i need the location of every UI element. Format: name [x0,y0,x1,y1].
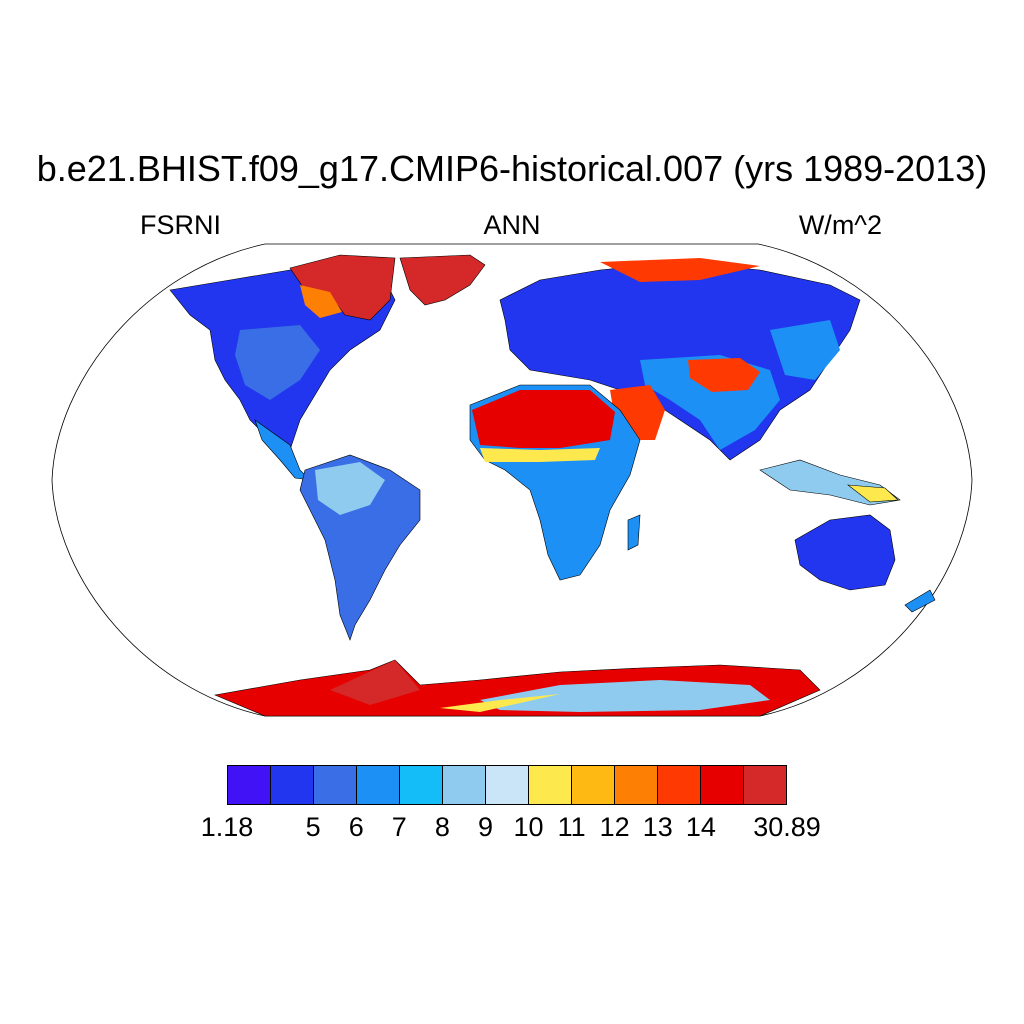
season-label: ANN [483,210,541,240]
colorbar-swatch [700,765,743,805]
siberia-north [600,258,760,282]
colorbar-swatch [356,765,399,805]
colorbar-swatch [528,765,571,805]
colorbar-label: 5 [305,812,321,842]
colorbar-label: 6 [348,812,364,842]
colorbar-swatch [657,765,700,805]
colorbar-swatch [313,765,356,805]
colorbar-label: 11 [557,812,586,842]
antarctica-peninsula [330,660,420,705]
colorbar-label: 9 [477,812,493,842]
colorbar [227,765,787,805]
colorbar-label: 30.89 [753,812,821,842]
variable-label: FSRNI [140,210,221,240]
colorbar-label: 14 [685,812,716,842]
greenland [399,254,486,306]
antarctica-coast-band [440,694,560,712]
madagascar [627,514,641,551]
east-asia [770,320,840,380]
colorbar-swatch [743,765,787,805]
new-guinea [847,484,899,503]
plot-title: b.e21.BHIST.f09_g17.CMIP6-historical.007… [36,148,988,189]
colorbar-swatch [399,765,442,805]
north-america-midwest [235,325,320,400]
sahel [480,448,600,462]
arctic-canada-orange [300,285,342,318]
colorbar-swatch [227,765,270,805]
new-zealand [904,589,936,613]
sahara [472,390,615,448]
colorbar-label: 1.18 [200,812,254,842]
colorbar-label: 7 [391,812,407,842]
colorbar-label: 10 [513,812,544,842]
units-label: W/m^2 [798,210,882,240]
tibet-plateau [688,358,760,392]
australia [794,514,896,591]
colorbar-labels: 1.18 5 6 7 8 9 10 11 12 13 14 30.89 [0,812,1024,852]
colorbar-swatch [485,765,528,805]
colorbar-label: 8 [434,812,450,842]
colorbar-swatch [442,765,485,805]
colorbar-swatch [614,765,657,805]
antarctica-interior [480,680,770,712]
colorbar-swatch [571,765,614,805]
colorbar-label: 13 [642,812,673,842]
colorbar-swatch [270,765,313,805]
amazon-region [315,462,385,515]
colorbar-label: 12 [599,812,630,842]
